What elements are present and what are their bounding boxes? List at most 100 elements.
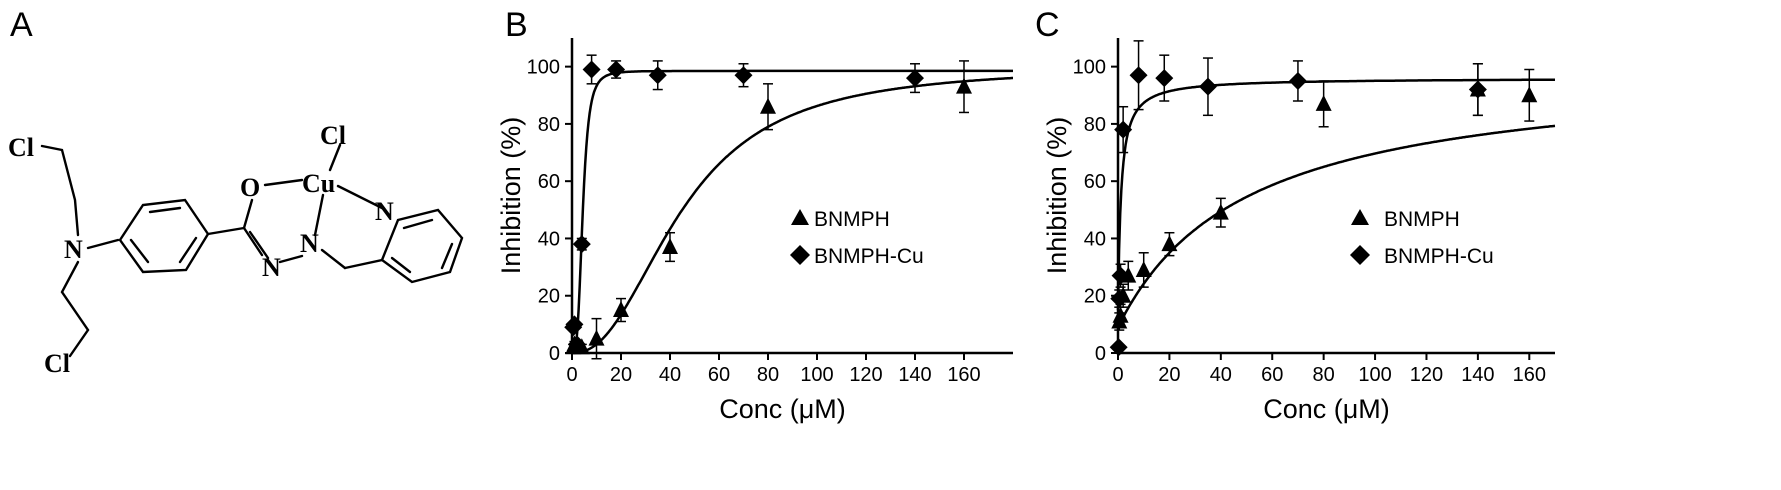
x-tick-label: 160	[947, 364, 980, 386]
legend-marker-bnmph-cu	[790, 245, 810, 265]
atom-cu: Cu	[302, 169, 335, 198]
data-point-bnmph-cu	[567, 335, 586, 354]
y-tick-label: 0	[1095, 343, 1106, 365]
chain-lower	[60, 260, 90, 358]
data-point-bnmph	[760, 97, 776, 114]
data-point-bnmph-cu	[1468, 80, 1487, 99]
x-tick-label: 140	[898, 364, 931, 386]
data-point-bnmph-cu	[906, 69, 924, 88]
data-point-bnmph	[1521, 86, 1538, 103]
chart-panel-c: 0 20 40 60 80 100 0 20 40 60 80 100 120 140 160 Conc (μ…	[1042, 38, 1556, 424]
legend-marker-bnmph	[791, 209, 809, 225]
legend-marker-bnmph	[1351, 209, 1369, 225]
chart-panel-b: 0 20 40 60 80 100 0 20 40 60 80 100 120 140 160 Conc (μ…	[496, 38, 1013, 424]
y-tick-label: 100	[1073, 57, 1106, 79]
data-point-bnmph-cu	[565, 315, 584, 334]
data-point-bnmph	[956, 77, 972, 94]
bond-c-o	[242, 198, 254, 230]
y-tick-label: 60	[1084, 171, 1106, 193]
y-axis-label: Inhibition (%)	[1042, 117, 1072, 275]
legend-label: BNMPH-Cu	[1384, 245, 1494, 268]
data-point-bnmph	[1112, 306, 1129, 323]
x-tick-label: 0	[1112, 364, 1123, 386]
legend-label: BNMPH	[814, 208, 890, 231]
fit-curve-bnmph	[572, 76, 1013, 355]
pyridine-ring	[380, 208, 464, 284]
x-tick-label: 100	[800, 364, 833, 386]
legend-marker-bnmph-cu	[1350, 245, 1370, 265]
x-tick-label: 40	[1210, 364, 1232, 386]
data-point-bnmph-cu	[1155, 69, 1174, 88]
bond-cu-cl	[328, 143, 342, 172]
x-tick-label: 0	[566, 364, 577, 386]
x-tick-label: 120	[1410, 364, 1443, 386]
x-tick-label: 20	[1158, 364, 1180, 386]
panel-label-c: C	[1035, 6, 1060, 44]
chain-upper	[40, 144, 80, 237]
data-point-bnmph-cu	[572, 235, 591, 254]
bond-n-phenyl	[86, 238, 120, 250]
data-point-bnmph-cu	[607, 60, 626, 79]
data-point-bnmph-cu	[1114, 120, 1133, 139]
atom-cl-cu: Cl	[320, 121, 346, 150]
data-point-bnmph	[1212, 203, 1229, 220]
bond-n-ch	[320, 248, 347, 270]
data-point-bnmph	[588, 329, 605, 346]
x-axis-label: Conc (μM)	[719, 394, 846, 424]
data-point-bnmph	[1161, 235, 1178, 252]
y-tick-label: 20	[1084, 286, 1106, 308]
data-point-bnmph-cu	[1110, 289, 1129, 308]
bond-o-cu	[263, 178, 304, 187]
x-tick-label: 120	[849, 364, 882, 386]
x-tick-label: 80	[757, 364, 779, 386]
x-tick-label: 160	[1513, 364, 1546, 386]
data-point-bnmph-cu	[1111, 266, 1130, 285]
data-point-bnmph	[1315, 94, 1332, 111]
panel-label-b: B	[505, 6, 528, 44]
bond-phenyl-c	[206, 226, 246, 236]
legend-label: BNMPH	[1384, 208, 1460, 231]
atom-cl-lower: Cl	[44, 349, 70, 378]
panel-label-a: A	[10, 6, 33, 44]
x-tick-label: 60	[708, 364, 730, 386]
legend-label: BNMPH-Cu	[814, 245, 924, 268]
y-tick-label: 60	[538, 171, 560, 193]
data-point-bnmph-cu	[1198, 77, 1217, 96]
atom-n-amine: N	[64, 235, 83, 264]
x-tick-label: 140	[1461, 364, 1494, 386]
atom-n-imine1: N	[262, 253, 281, 282]
y-tick-label: 80	[1084, 114, 1106, 136]
data-point-bnmph-cu	[648, 66, 667, 85]
x-tick-label: 100	[1358, 364, 1391, 386]
x-tick-label: 60	[1261, 364, 1283, 386]
data-point-bnmph	[613, 301, 629, 318]
y-tick-label: 40	[538, 228, 560, 250]
y-tick-label: 100	[527, 57, 560, 79]
bond-cu-n	[313, 193, 325, 237]
x-tick-label: 20	[610, 364, 632, 386]
data-point-bnmph-cu	[1288, 71, 1307, 90]
fit-curve-bnmph	[1116, 124, 1556, 328]
bond-cu-npy	[336, 184, 384, 210]
molecule-structure: Cl N Cl O Cu Cl N N N	[8, 121, 464, 378]
y-tick-label: 20	[538, 286, 560, 308]
data-point-bnmph-cu	[1129, 66, 1148, 85]
y-tick-label: 0	[549, 343, 560, 365]
atom-n-pyridine: N	[375, 197, 394, 226]
data-point-bnmph	[1135, 260, 1152, 277]
data-point-bnmph-cu	[734, 66, 753, 85]
atom-cl-upper: Cl	[8, 133, 34, 162]
data-point-bnmph	[662, 238, 678, 255]
y-tick-label: 40	[1084, 228, 1106, 250]
atom-o: O	[240, 173, 260, 202]
fit-curve-bnmph-cu	[571, 69, 1013, 355]
fit-curve-bnmph-cu	[1116, 78, 1555, 311]
data-point-bnmph-cu	[1109, 338, 1128, 357]
y-tick-label: 80	[538, 114, 560, 136]
x-tick-label: 80	[1313, 364, 1335, 386]
y-axis-label: Inhibition (%)	[496, 117, 526, 275]
data-point-bnmph-cu	[582, 60, 601, 79]
atom-n-imine2: N	[300, 229, 319, 258]
x-axis-label: Conc (μM)	[1263, 394, 1390, 424]
x-tick-label: 40	[659, 364, 681, 386]
